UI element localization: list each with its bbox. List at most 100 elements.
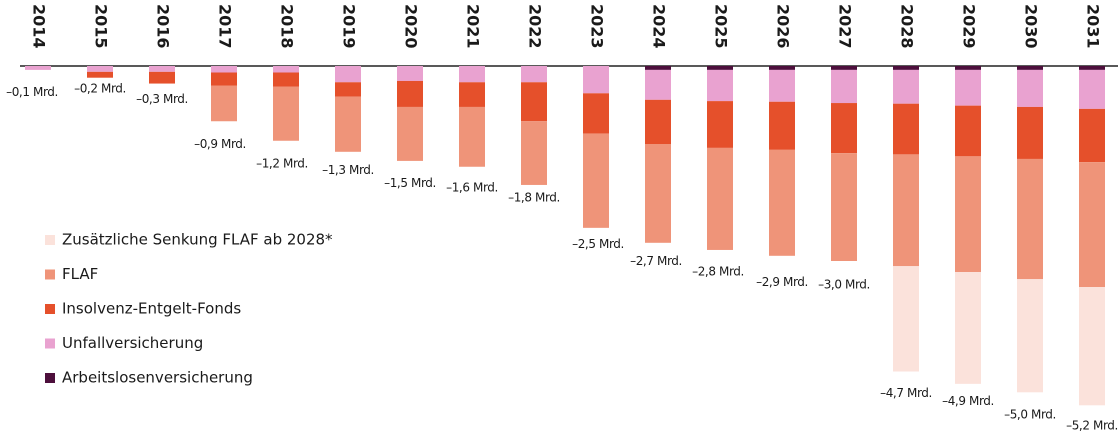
bar-segment	[707, 66, 733, 70]
year-label: 2025	[712, 4, 731, 49]
year-label: 2023	[588, 4, 607, 49]
year-label: 2026	[774, 4, 793, 49]
bar-segment	[769, 101, 795, 150]
total-label: –0,1 Mrd.	[6, 85, 58, 99]
bar-segment	[1017, 279, 1043, 393]
bar-segment	[397, 66, 423, 81]
legend-swatch	[45, 269, 55, 280]
bar-segment	[955, 272, 981, 384]
bar-segment	[955, 69, 981, 106]
bar-segment	[25, 66, 51, 70]
bar-segment	[583, 93, 609, 134]
bar-segment	[211, 85, 237, 122]
bar-segment	[707, 147, 733, 250]
year-label: 2029	[960, 4, 979, 49]
legend-label: Unfallversicherung	[62, 334, 203, 352]
total-label: –0,2 Mrd.	[74, 82, 126, 96]
bar-segment	[1079, 162, 1105, 287]
year-label: 2018	[278, 4, 297, 49]
year-label: 2030	[1022, 4, 1041, 49]
bar-segment	[893, 66, 919, 70]
total-label: –1,6 Mrd.	[446, 181, 498, 195]
year-label: 2022	[526, 4, 545, 49]
bar-segment	[397, 80, 423, 107]
bar-segment	[273, 72, 299, 87]
year-label: 2020	[402, 4, 421, 49]
bar-segment	[831, 66, 857, 70]
bar-segment	[583, 133, 609, 228]
year-label: 2028	[898, 4, 917, 49]
bar-segment	[459, 106, 485, 167]
bar-segment	[1017, 66, 1043, 70]
total-label: –2,8 Mrd.	[692, 265, 744, 279]
bar-segment	[645, 144, 671, 243]
bar-segment	[893, 69, 919, 104]
year-label: 2017	[216, 4, 235, 49]
bar-segment	[397, 106, 423, 161]
year-label: 2024	[650, 4, 669, 49]
total-label: –0,3 Mrd.	[136, 92, 188, 106]
bar-segment	[769, 66, 795, 70]
bar-segment	[521, 82, 547, 122]
bar-segment	[1079, 69, 1105, 109]
bar-segment	[87, 66, 113, 72]
bar-segment	[955, 105, 981, 157]
total-label: –1,8 Mrd.	[508, 191, 560, 205]
total-label: –2,9 Mrd.	[756, 275, 808, 289]
total-label: –5,2 Mrd.	[1066, 419, 1118, 433]
year-label: 2015	[92, 4, 111, 49]
bar-segment	[1017, 158, 1043, 280]
year-label: 2021	[464, 4, 483, 49]
total-label: –5,0 Mrd.	[1004, 408, 1056, 422]
legend-swatch	[45, 373, 55, 383]
total-label: –1,5 Mrd.	[384, 176, 436, 190]
total-label: –2,7 Mrd.	[630, 254, 682, 268]
legend-swatch	[45, 235, 55, 245]
bar-segment	[769, 149, 795, 256]
bar-segment	[831, 69, 857, 104]
bar-segment	[149, 66, 175, 72]
bar-segment	[955, 66, 981, 70]
year-label: 2014	[30, 4, 49, 49]
bar-segment	[273, 66, 299, 73]
year-label: 2019	[340, 4, 359, 49]
bar-segment	[707, 69, 733, 102]
year-label: 2016	[154, 4, 173, 49]
bar-segment	[1017, 69, 1043, 107]
legend-label: Zusätzliche Senkung FLAF ab 2028*	[62, 231, 333, 249]
bar-segment	[893, 266, 919, 372]
bar-segment	[87, 71, 113, 78]
legend-label: Insolvenz-Entgelt-Fonds	[62, 300, 241, 318]
bar-segment	[149, 71, 175, 84]
bar-segment	[1079, 66, 1105, 70]
bar-segment	[893, 154, 919, 267]
bar-segment	[211, 72, 237, 86]
total-label: –4,9 Mrd.	[942, 394, 994, 408]
bar-segment	[1079, 108, 1105, 163]
bar-segment	[1079, 287, 1105, 406]
bar-segment	[645, 99, 671, 144]
bar-segment	[335, 82, 361, 97]
bar-segment	[831, 103, 857, 154]
bar-segment	[335, 96, 361, 152]
bar-segment	[459, 82, 485, 107]
bar-segment	[211, 66, 237, 73]
total-label: –0,9 Mrd.	[194, 137, 246, 151]
legend-label: Arbeitslosenversicherung	[62, 369, 253, 387]
bar-segment	[645, 66, 671, 70]
bar-segment	[645, 69, 671, 100]
bar-segment	[273, 86, 299, 141]
legend-swatch	[45, 338, 55, 349]
bar-segment	[583, 66, 609, 94]
total-label: –1,2 Mrd.	[256, 157, 308, 171]
bar-segment	[769, 69, 795, 102]
bar-segment	[521, 121, 547, 185]
bar-segment	[1017, 106, 1043, 159]
bar-segment	[459, 66, 485, 83]
bar-segment	[521, 66, 547, 83]
bar-segment	[893, 103, 919, 155]
bar-segment	[707, 101, 733, 148]
bar-segment	[831, 153, 857, 261]
bar-segment	[335, 66, 361, 83]
year-label: 2027	[836, 4, 855, 49]
